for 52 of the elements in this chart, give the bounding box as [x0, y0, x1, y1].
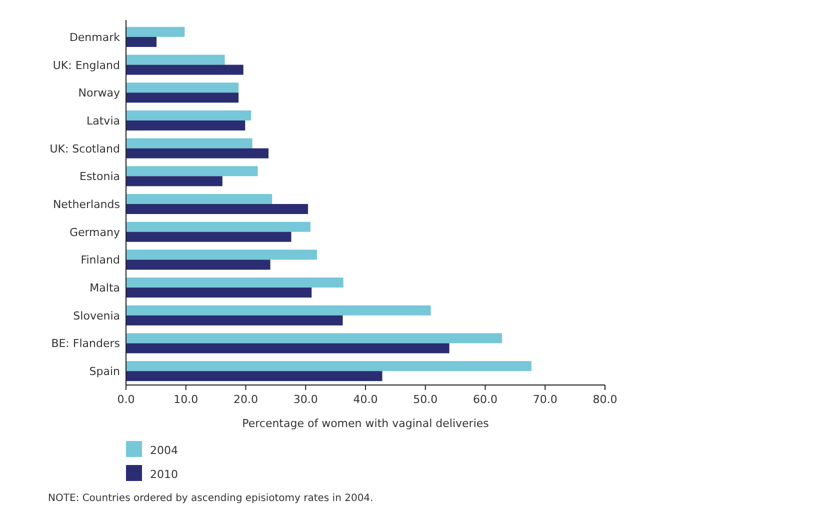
bar [126, 305, 431, 316]
bar [126, 54, 225, 65]
y-tick-label: Spain [89, 365, 120, 378]
bar [126, 343, 450, 354]
y-tick-label: Denmark [69, 30, 121, 44]
bar [126, 176, 222, 186]
bar [126, 260, 270, 270]
x-tick-label: 0.0 [117, 393, 135, 406]
bar [126, 278, 344, 288]
bar [126, 232, 292, 242]
x-tick-label: 30.0 [293, 393, 318, 406]
bar [126, 250, 317, 260]
bar [126, 222, 310, 232]
legend-label: 2010 [150, 468, 178, 481]
bar [126, 138, 252, 148]
legend-label: 2004 [150, 444, 178, 457]
x-tick-label: 60.0 [473, 393, 498, 406]
y-tick-label: UK: Scotland [50, 142, 120, 156]
x-tick-label: 10.0 [174, 393, 198, 406]
y-tick-label: UK: England [52, 58, 120, 72]
bar [126, 194, 272, 204]
x-tick-label: 40.0 [353, 393, 378, 406]
y-tick-label: BE: Flanders [51, 337, 120, 350]
y-tick-label: Norway [78, 86, 120, 100]
y-tick-label: Slovenia [73, 309, 120, 322]
bar [126, 333, 502, 344]
y-tick-label: Estonia [80, 170, 120, 184]
x-tick-label: 20.0 [234, 393, 258, 406]
x-tick-label: 50.0 [413, 393, 438, 406]
x-axis-title: Percentage of women with vaginal deliveries [242, 417, 490, 430]
bar [126, 361, 532, 372]
bar [126, 92, 239, 103]
bar [126, 148, 269, 158]
bar [126, 110, 252, 120]
bar [126, 64, 244, 75]
y-tick-label: Malta [90, 282, 120, 295]
bar [126, 166, 258, 176]
bar [126, 26, 185, 37]
bar [126, 120, 246, 130]
y-tick-label: Latvia [86, 114, 120, 128]
x-tick-label: 70.0 [532, 393, 558, 406]
bar [126, 36, 157, 47]
y-tick-label: Netherlands [52, 198, 120, 211]
y-tick-label: Finland [80, 254, 120, 267]
bar [126, 371, 382, 382]
text: NOTE: Countries ordered by ascending episiotomy rates in 2004. [48, 493, 374, 504]
bar [126, 315, 343, 326]
bar [126, 82, 239, 93]
x-tick-label: 80.0 [592, 393, 618, 406]
bar [126, 288, 312, 298]
y-tick-label: Germany [69, 226, 120, 239]
bar [126, 204, 308, 214]
